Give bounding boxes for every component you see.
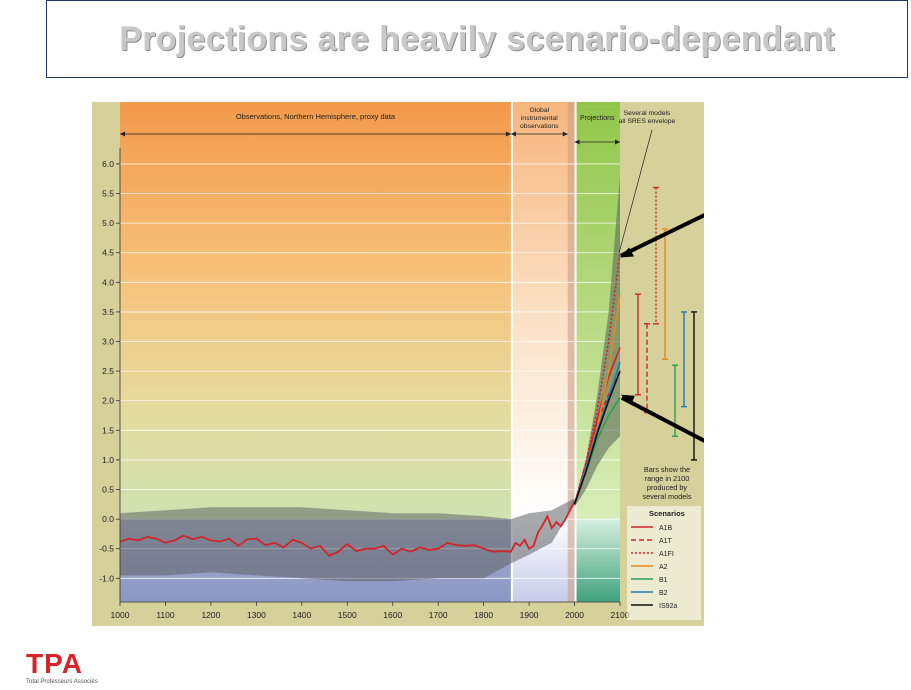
x-tick-label: 1700	[429, 610, 448, 620]
scenario-line-A1FI	[573, 252, 621, 505]
legend-label: B1	[659, 577, 668, 584]
logo-wordmark: TPA	[26, 648, 83, 679]
range-bar-A1B	[635, 293, 641, 396]
arrow-shaft	[620, 213, 704, 258]
arrow-head	[620, 247, 634, 258]
x-tick-label: 1200	[201, 610, 220, 620]
label-line: Bars show the	[644, 465, 690, 474]
x-tick-label: 1800	[474, 610, 493, 620]
period-band-1	[510, 102, 575, 520]
uncertainty-band	[120, 498, 575, 582]
period-label-instrumental: Global instrumental observations	[520, 107, 559, 130]
label-line: observations	[520, 123, 559, 130]
span-arrow-instrumental	[510, 131, 568, 137]
x-tick-label: 1900	[520, 610, 539, 620]
y-tick-label: 2.0	[102, 396, 114, 406]
callout-arrow-lower	[620, 394, 704, 443]
arrow-head	[510, 131, 516, 137]
range-bar-B2	[681, 311, 687, 408]
label-line: all SRES envelope	[619, 118, 676, 125]
x-tick-label: 1100	[156, 610, 175, 620]
period-divider	[510, 102, 513, 602]
period-divider	[574, 102, 577, 602]
scenario-line-IS92a	[573, 370, 621, 505]
title-box: Projections are heavily scenario-dependa…	[46, 0, 908, 78]
projection-envelope	[574, 175, 620, 508]
x-tick-label: 1000	[111, 610, 130, 620]
label-line: Global	[529, 107, 549, 114]
period-band-0	[120, 102, 511, 520]
x-tick-label: 1400	[292, 610, 311, 620]
x-tick-label: 2100	[611, 610, 630, 620]
y-tick-label: 3.5	[102, 307, 114, 317]
legend-label: A1T	[659, 538, 673, 545]
y-tick-label: 1.0	[102, 455, 114, 465]
legend-label: A1B	[659, 525, 673, 532]
x-tick-label: 1600	[383, 610, 402, 620]
arrow-head	[620, 394, 635, 405]
legend-label: B2	[659, 590, 668, 597]
legend-box	[627, 506, 701, 620]
y-tick-label: 3.0	[102, 337, 114, 347]
envelope-label: Several models all SRES envelope	[619, 110, 676, 125]
y-tick-label: 0.0	[102, 514, 114, 524]
y-tick-label: 0.5	[102, 485, 114, 495]
x-tick-label: 1500	[338, 610, 357, 620]
arrow-shaft	[620, 395, 704, 443]
period-lowband-2	[574, 519, 620, 602]
x-tick-label: 2000	[565, 610, 584, 620]
y-tick-label: -0.5	[99, 544, 114, 554]
arrow-head	[505, 131, 511, 137]
temperature-chart: -1.0 -0.5 0.0 0.5 1.0 1.5 2.0 2.5 3.0 3.5 4.0 4.5 5.…	[92, 102, 704, 626]
y-tick-label: 6.0	[102, 159, 114, 169]
legend-label: IS92a	[659, 603, 677, 610]
arrow-head	[615, 139, 620, 145]
arrow-head	[120, 131, 125, 137]
arrow-head	[562, 131, 568, 137]
y-tick-label: -1.0	[99, 573, 114, 583]
observation-line	[119, 500, 576, 557]
label-line: several models	[642, 492, 691, 501]
y-tick-label: 4.0	[102, 277, 114, 287]
slide-title: Projections are heavily scenario-dependa…	[119, 19, 835, 58]
label-line: range in 2100	[645, 474, 690, 483]
legend-title: Scenarios	[649, 509, 685, 518]
bars-note: Bars show the range in 2100 produced by sev…	[642, 465, 691, 501]
y-tick-label: 5.0	[102, 218, 114, 228]
tpa-logo: TPA Total Professeurs Associés	[26, 648, 98, 686]
legend-label: A2	[659, 564, 668, 571]
period-label-projections: Projections	[580, 115, 615, 122]
transition-strip	[567, 102, 575, 602]
arrow-head	[574, 139, 580, 145]
span-arrow-proxy	[120, 131, 511, 137]
range-bar-A1FI	[653, 186, 659, 325]
y-tick-label: 4.5	[102, 248, 114, 258]
period-label-proxy: Observations, Northern Hemisphere, proxy…	[236, 112, 396, 121]
range-bar-A2	[662, 228, 668, 360]
label-line: Several models	[624, 110, 671, 117]
y-tick-label: 2.5	[102, 366, 114, 376]
y-tick-label: 5.5	[102, 189, 114, 199]
span-arrow-projections	[574, 139, 620, 145]
logo-tagline: Total Professeurs Associés	[26, 679, 98, 685]
label-line: produced by	[647, 483, 688, 492]
callout-arrow-upper	[620, 213, 704, 258]
envelope-pointer	[618, 129, 653, 253]
label-line: instrumental	[521, 115, 559, 122]
y-tick-label: 1.5	[102, 425, 114, 435]
legend-label: A1FI	[659, 551, 674, 558]
x-tick-label: 1300	[247, 610, 266, 620]
